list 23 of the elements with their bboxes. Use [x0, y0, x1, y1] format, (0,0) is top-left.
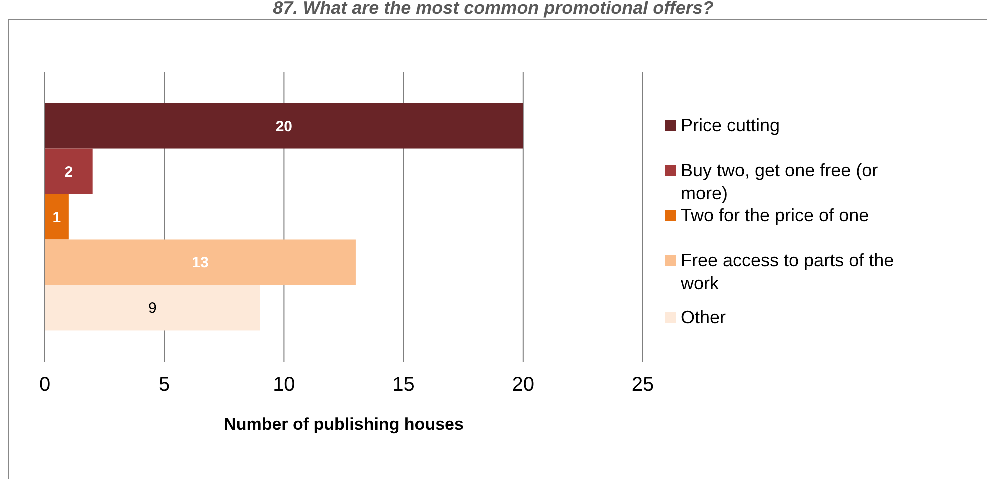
- data-label: 1: [52, 209, 62, 226]
- bar: [45, 240, 356, 286]
- chart-title: 87. What are the most common promotional offers?: [273, 0, 714, 18]
- x-tick-label: 20: [512, 374, 535, 396]
- x-tick-label: 25: [632, 374, 654, 396]
- legend-label: Two for the price of one: [681, 205, 870, 226]
- x-tick-label: 15: [392, 374, 415, 396]
- x-tick-label: 10: [273, 374, 296, 396]
- data-label: 13: [192, 254, 209, 272]
- bar: [45, 285, 260, 331]
- data-label: 9: [148, 300, 157, 318]
- data-label: 20: [276, 118, 293, 136]
- bar: [45, 103, 524, 149]
- legend-label: Price cutting: [681, 115, 780, 136]
- legend-label: Other: [681, 307, 726, 328]
- bar: [45, 194, 69, 240]
- data-label: 2: [64, 164, 74, 181]
- bar: [45, 148, 93, 194]
- legend-label: Buy two, get one free (or more): [681, 160, 878, 204]
- x-axis-title: Number of publishing houses: [224, 414, 464, 434]
- legend-label: Free access to parts of the work: [680, 250, 894, 294]
- x-tick-label: 0: [39, 374, 51, 396]
- x-tick-label: 5: [159, 374, 170, 396]
